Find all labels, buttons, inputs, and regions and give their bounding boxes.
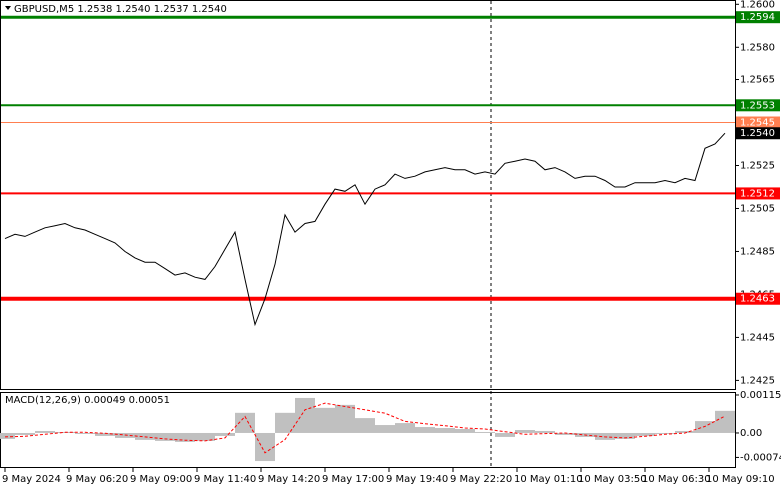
- price-label: 1.2594: [740, 12, 775, 23]
- macd-bar: [655, 432, 675, 434]
- macd-bar: [375, 425, 395, 433]
- x-tick-label: 10 May 03:50: [578, 474, 647, 485]
- y-tick-label: 1.2445: [740, 332, 775, 343]
- macd-bar: [95, 432, 115, 436]
- signal-line: [4, 402, 726, 454]
- macd-bar: [475, 431, 495, 433]
- macd-title: MACD(12,26,9) 0.00049 0.00051: [5, 395, 170, 406]
- macd-bar: [195, 432, 215, 441]
- macd-bar: [555, 432, 575, 435]
- macd-bar: [75, 432, 95, 434]
- y-tick-label: 1.2525: [740, 160, 775, 171]
- x-tick-label: 9 May 22:20: [450, 474, 512, 485]
- macd-bar: [715, 410, 735, 433]
- x-tick-label: 10 May 01:10: [514, 474, 583, 485]
- x-tick-label: 9 May 17:00: [322, 474, 384, 485]
- price-label: 1.2553: [740, 100, 775, 111]
- y-tick-label: 1.2425: [740, 375, 775, 386]
- macd-bar: [495, 432, 515, 437]
- y-tick-label: 1.2505: [740, 203, 775, 214]
- y-tick-label: 0.00: [740, 428, 762, 439]
- menu-arrow: [5, 6, 11, 10]
- y-tick-label: 1.2600: [740, 0, 775, 10]
- price-label: 1.2545: [740, 118, 775, 129]
- y-tick-label: 1.2565: [740, 75, 775, 86]
- y-tick-label: 0.00115: [740, 390, 781, 401]
- macd-bar: [155, 432, 175, 441]
- price-panel: [0, 0, 736, 390]
- price-label: 1.2512: [740, 188, 775, 199]
- macd-bar: [415, 427, 435, 433]
- chart-title: GBPUSD,M5 1.2538 1.2540 1.2537 1.2540: [14, 4, 227, 15]
- macd-bar: [355, 418, 375, 433]
- x-tick-label: 9 May 06:20: [66, 474, 128, 485]
- macd-panel: [0, 392, 736, 468]
- price-label-box: [736, 11, 780, 24]
- price-label: 1.2540: [740, 128, 775, 139]
- macd-bar: [255, 432, 275, 462]
- x-tick-label: 10 May 09:10: [706, 474, 775, 485]
- x-tick-label: 9 May 11:40: [194, 474, 256, 485]
- macd-bar: [315, 407, 335, 433]
- macd-bar: [675, 430, 695, 433]
- x-tick-label: 9 May 2024: [2, 474, 61, 485]
- macd-bar: [435, 428, 455, 433]
- macd-bar: [215, 432, 235, 436]
- macd-bar: [695, 421, 715, 433]
- price-label-box: [736, 99, 780, 112]
- y-tick-label: -0.00074: [740, 452, 781, 463]
- macd-bar: [635, 432, 655, 436]
- macd-bar: [35, 430, 55, 433]
- price-line: [4, 132, 726, 327]
- price-label-box: [736, 292, 780, 305]
- y-tick-label: 1.2580: [740, 42, 775, 53]
- macd-bar: [535, 430, 555, 433]
- macd-bar: [15, 432, 35, 435]
- x-tick-label: 9 May 19:40: [386, 474, 448, 485]
- y-tick-label: 1.2485: [740, 246, 775, 257]
- macd-bar: [515, 430, 535, 433]
- macd-bar: [615, 432, 635, 439]
- macd-bar: [0, 432, 15, 439]
- macd-bar: [175, 432, 195, 442]
- x-tick-label: 9 May 14:20: [258, 474, 320, 485]
- price-label-box: [736, 116, 780, 129]
- price-label-box: [736, 127, 780, 140]
- macd-bar: [275, 412, 295, 433]
- macd-bar: [235, 412, 255, 433]
- macd-bar: [335, 404, 355, 433]
- price-label-box: [736, 187, 780, 200]
- macd-bar: [295, 397, 315, 433]
- price-label: 1.2463: [740, 294, 775, 305]
- x-tick-label: 9 May 09:00: [130, 474, 192, 485]
- x-tick-label: 10 May 06:30: [642, 474, 711, 485]
- macd-bar: [455, 429, 475, 433]
- macd-bar: [395, 423, 415, 433]
